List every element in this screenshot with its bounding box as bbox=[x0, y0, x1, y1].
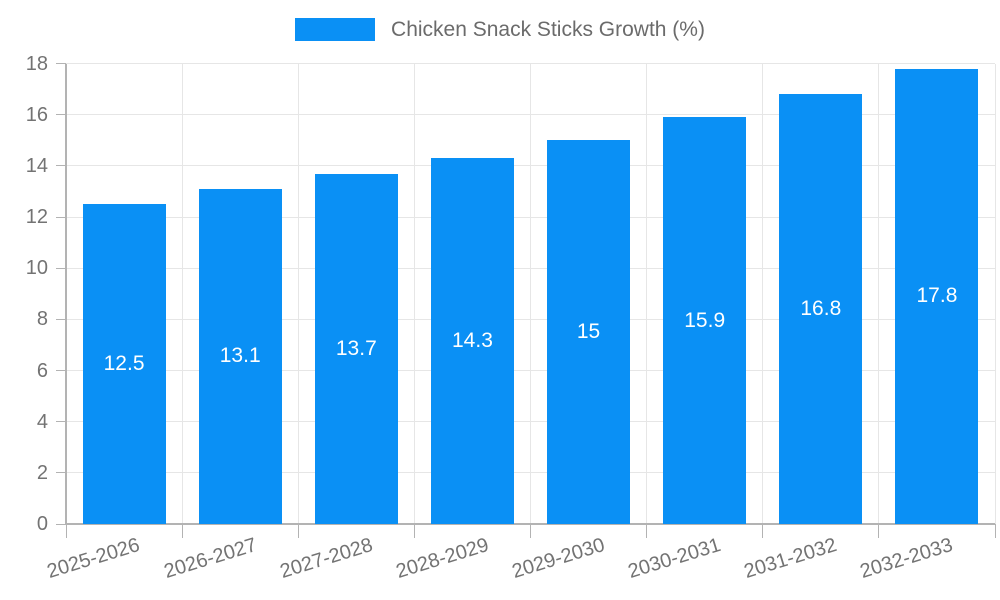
x-axis-tick-mark bbox=[878, 524, 880, 538]
x-tick-label: 2025-2026 bbox=[44, 533, 143, 583]
y-tick-label: 2 bbox=[36, 461, 48, 484]
y-tick-label: 12 bbox=[25, 206, 48, 228]
bar-value-label: 12.5 bbox=[103, 352, 145, 376]
y-axis-tick-mark bbox=[56, 421, 66, 423]
bar-2027-2028[interactable] bbox=[314, 173, 398, 524]
bar-value-label: 13.7 bbox=[335, 336, 377, 360]
y-tick-label: 10 bbox=[25, 257, 48, 280]
x-tick-label: 2031-2032 bbox=[741, 533, 840, 583]
bar-value-label: 17.8 bbox=[916, 284, 958, 308]
x-tick-label: 2026-2027 bbox=[161, 533, 259, 583]
bar-2032-2033[interactable] bbox=[895, 68, 979, 524]
x-axis-tick-mark bbox=[530, 524, 531, 538]
x-axis-tick-mark bbox=[994, 524, 996, 538]
legend-swatch-icon bbox=[295, 18, 376, 41]
bar-value-label: 15.9 bbox=[684, 308, 726, 332]
y-axis-tick-mark bbox=[56, 63, 66, 64]
x-tick-label: 2032-2033 bbox=[857, 533, 956, 583]
gridline-vertical bbox=[297, 63, 299, 524]
y-axis-tick-mark bbox=[56, 318, 66, 320]
bar-2025-2026[interactable] bbox=[82, 204, 166, 524]
x-axis-tick-mark bbox=[181, 524, 183, 538]
gridline-vertical bbox=[530, 63, 531, 524]
bar-2028-2029[interactable] bbox=[430, 158, 514, 524]
y-axis-tick-mark bbox=[56, 523, 66, 525]
y-tick-label: 18 bbox=[25, 52, 48, 75]
x-tick-label: 2027-2028 bbox=[277, 533, 376, 583]
x-axis-tick-mark bbox=[297, 524, 299, 538]
x-tick-label: 2029-2030 bbox=[509, 533, 608, 583]
y-tick-label: 0 bbox=[36, 513, 48, 535]
gridline-vertical bbox=[878, 63, 880, 524]
y-axis-tick-mark bbox=[56, 370, 66, 371]
y-axis-tick-mark bbox=[56, 216, 66, 218]
bar-2030-2031[interactable] bbox=[663, 117, 747, 524]
gridline-vertical bbox=[762, 63, 764, 524]
y-axis-tick-mark bbox=[56, 472, 66, 474]
bar-2026-2027[interactable] bbox=[198, 188, 282, 524]
y-tick-label: 14 bbox=[25, 154, 48, 177]
bar-2029-2030[interactable] bbox=[547, 140, 631, 524]
bar-value-label: 14.3 bbox=[452, 329, 493, 353]
gridline-vertical bbox=[646, 63, 648, 524]
gridline-vertical bbox=[994, 63, 996, 524]
y-tick-label: 16 bbox=[25, 103, 48, 126]
x-tick-label: 2030-2031 bbox=[625, 533, 724, 583]
x-axis-tick-mark bbox=[762, 524, 764, 538]
legend-item[interactable]: Chicken Snack Sticks Growth (%) bbox=[0, 18, 1000, 41]
x-axis-tick-mark bbox=[65, 524, 67, 538]
x-tick-label: 2028-2029 bbox=[393, 533, 492, 583]
x-axis-tick-mark bbox=[413, 524, 415, 538]
bar-2031-2032[interactable] bbox=[779, 94, 863, 524]
x-axis-tick-mark bbox=[646, 524, 648, 538]
y-tick-label: 4 bbox=[36, 410, 48, 433]
y-axis-line bbox=[65, 63, 67, 525]
x-axis-line bbox=[66, 523, 995, 525]
bar-value-label: 16.8 bbox=[800, 297, 842, 321]
y-axis-tick-mark bbox=[56, 114, 66, 116]
legend-label: Chicken Snack Sticks Growth (%) bbox=[391, 18, 705, 41]
bar-value-label: 13.1 bbox=[219, 344, 261, 368]
bar-value-label: 15 bbox=[576, 320, 601, 344]
y-axis-tick-mark bbox=[56, 267, 66, 269]
y-tick-label: 6 bbox=[36, 359, 48, 382]
y-tick-label: 8 bbox=[36, 308, 48, 331]
gridline-vertical bbox=[413, 63, 415, 524]
gridline-vertical bbox=[181, 63, 183, 524]
y-axis-tick-mark bbox=[56, 165, 66, 167]
